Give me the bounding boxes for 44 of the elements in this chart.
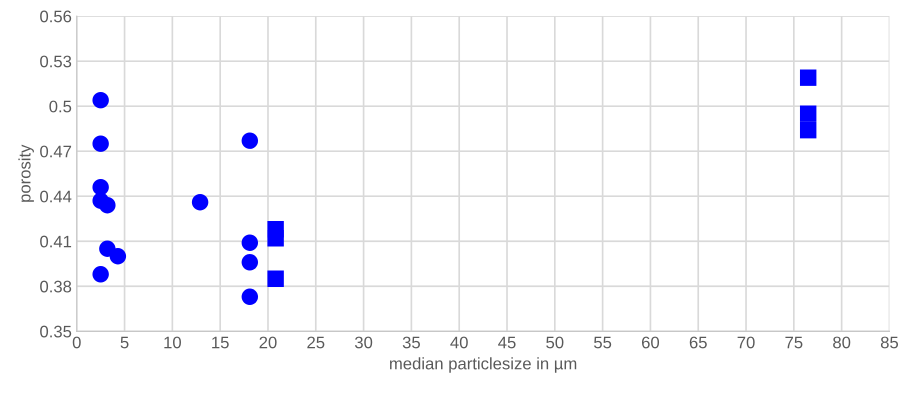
x-tick-label: 85 bbox=[880, 336, 898, 348]
point bbox=[242, 132, 258, 149]
y-tick-label: 0.44 bbox=[40, 190, 72, 202]
x-tick-label: 15 bbox=[212, 336, 229, 348]
point bbox=[99, 197, 116, 214]
y-axis-title: porosity bbox=[18, 144, 34, 202]
x-tick-label: 60 bbox=[642, 336, 660, 348]
point bbox=[192, 194, 208, 210]
point bbox=[800, 105, 816, 122]
x-tick-label: 50 bbox=[546, 336, 564, 348]
x-tick-label: 80 bbox=[833, 336, 850, 348]
x-tick-label: 55 bbox=[594, 336, 612, 348]
point bbox=[242, 254, 258, 270]
y-tick-label: 0.56 bbox=[40, 10, 72, 22]
x-tick-label: 20 bbox=[260, 336, 277, 348]
point bbox=[267, 230, 284, 246]
point bbox=[92, 266, 109, 282]
x-tick-label: 65 bbox=[690, 336, 707, 348]
y-tick-label: 0.5 bbox=[49, 100, 72, 112]
point bbox=[92, 179, 109, 196]
point bbox=[242, 234, 258, 251]
x-tick-label: 40 bbox=[450, 336, 468, 348]
x-axis-title: median particlesize in µm bbox=[390, 357, 576, 373]
point bbox=[267, 270, 284, 287]
x-tick-label: 5 bbox=[120, 336, 128, 348]
y-tick-label: 0.41 bbox=[40, 236, 72, 248]
x-tick-label: 35 bbox=[402, 336, 420, 348]
x-tick-label: 75 bbox=[785, 336, 802, 348]
y-tick-label: 0.47 bbox=[40, 146, 72, 158]
point bbox=[92, 135, 109, 152]
point bbox=[110, 248, 126, 264]
x-tick-label: 30 bbox=[354, 336, 372, 348]
x-tick-label: 25 bbox=[307, 336, 324, 348]
y-tick-label: 0.53 bbox=[40, 56, 72, 68]
point bbox=[242, 288, 258, 305]
x-tick-label: 45 bbox=[498, 336, 516, 348]
x-tick-label: 0 bbox=[72, 336, 81, 348]
y-tick-label: 0.35 bbox=[40, 326, 72, 338]
point bbox=[800, 122, 816, 138]
x-tick-label: 10 bbox=[164, 336, 181, 348]
point bbox=[800, 69, 816, 86]
y-tick-label: 0.38 bbox=[40, 280, 72, 292]
x-tick-label: 70 bbox=[738, 336, 755, 348]
point bbox=[92, 92, 109, 108]
